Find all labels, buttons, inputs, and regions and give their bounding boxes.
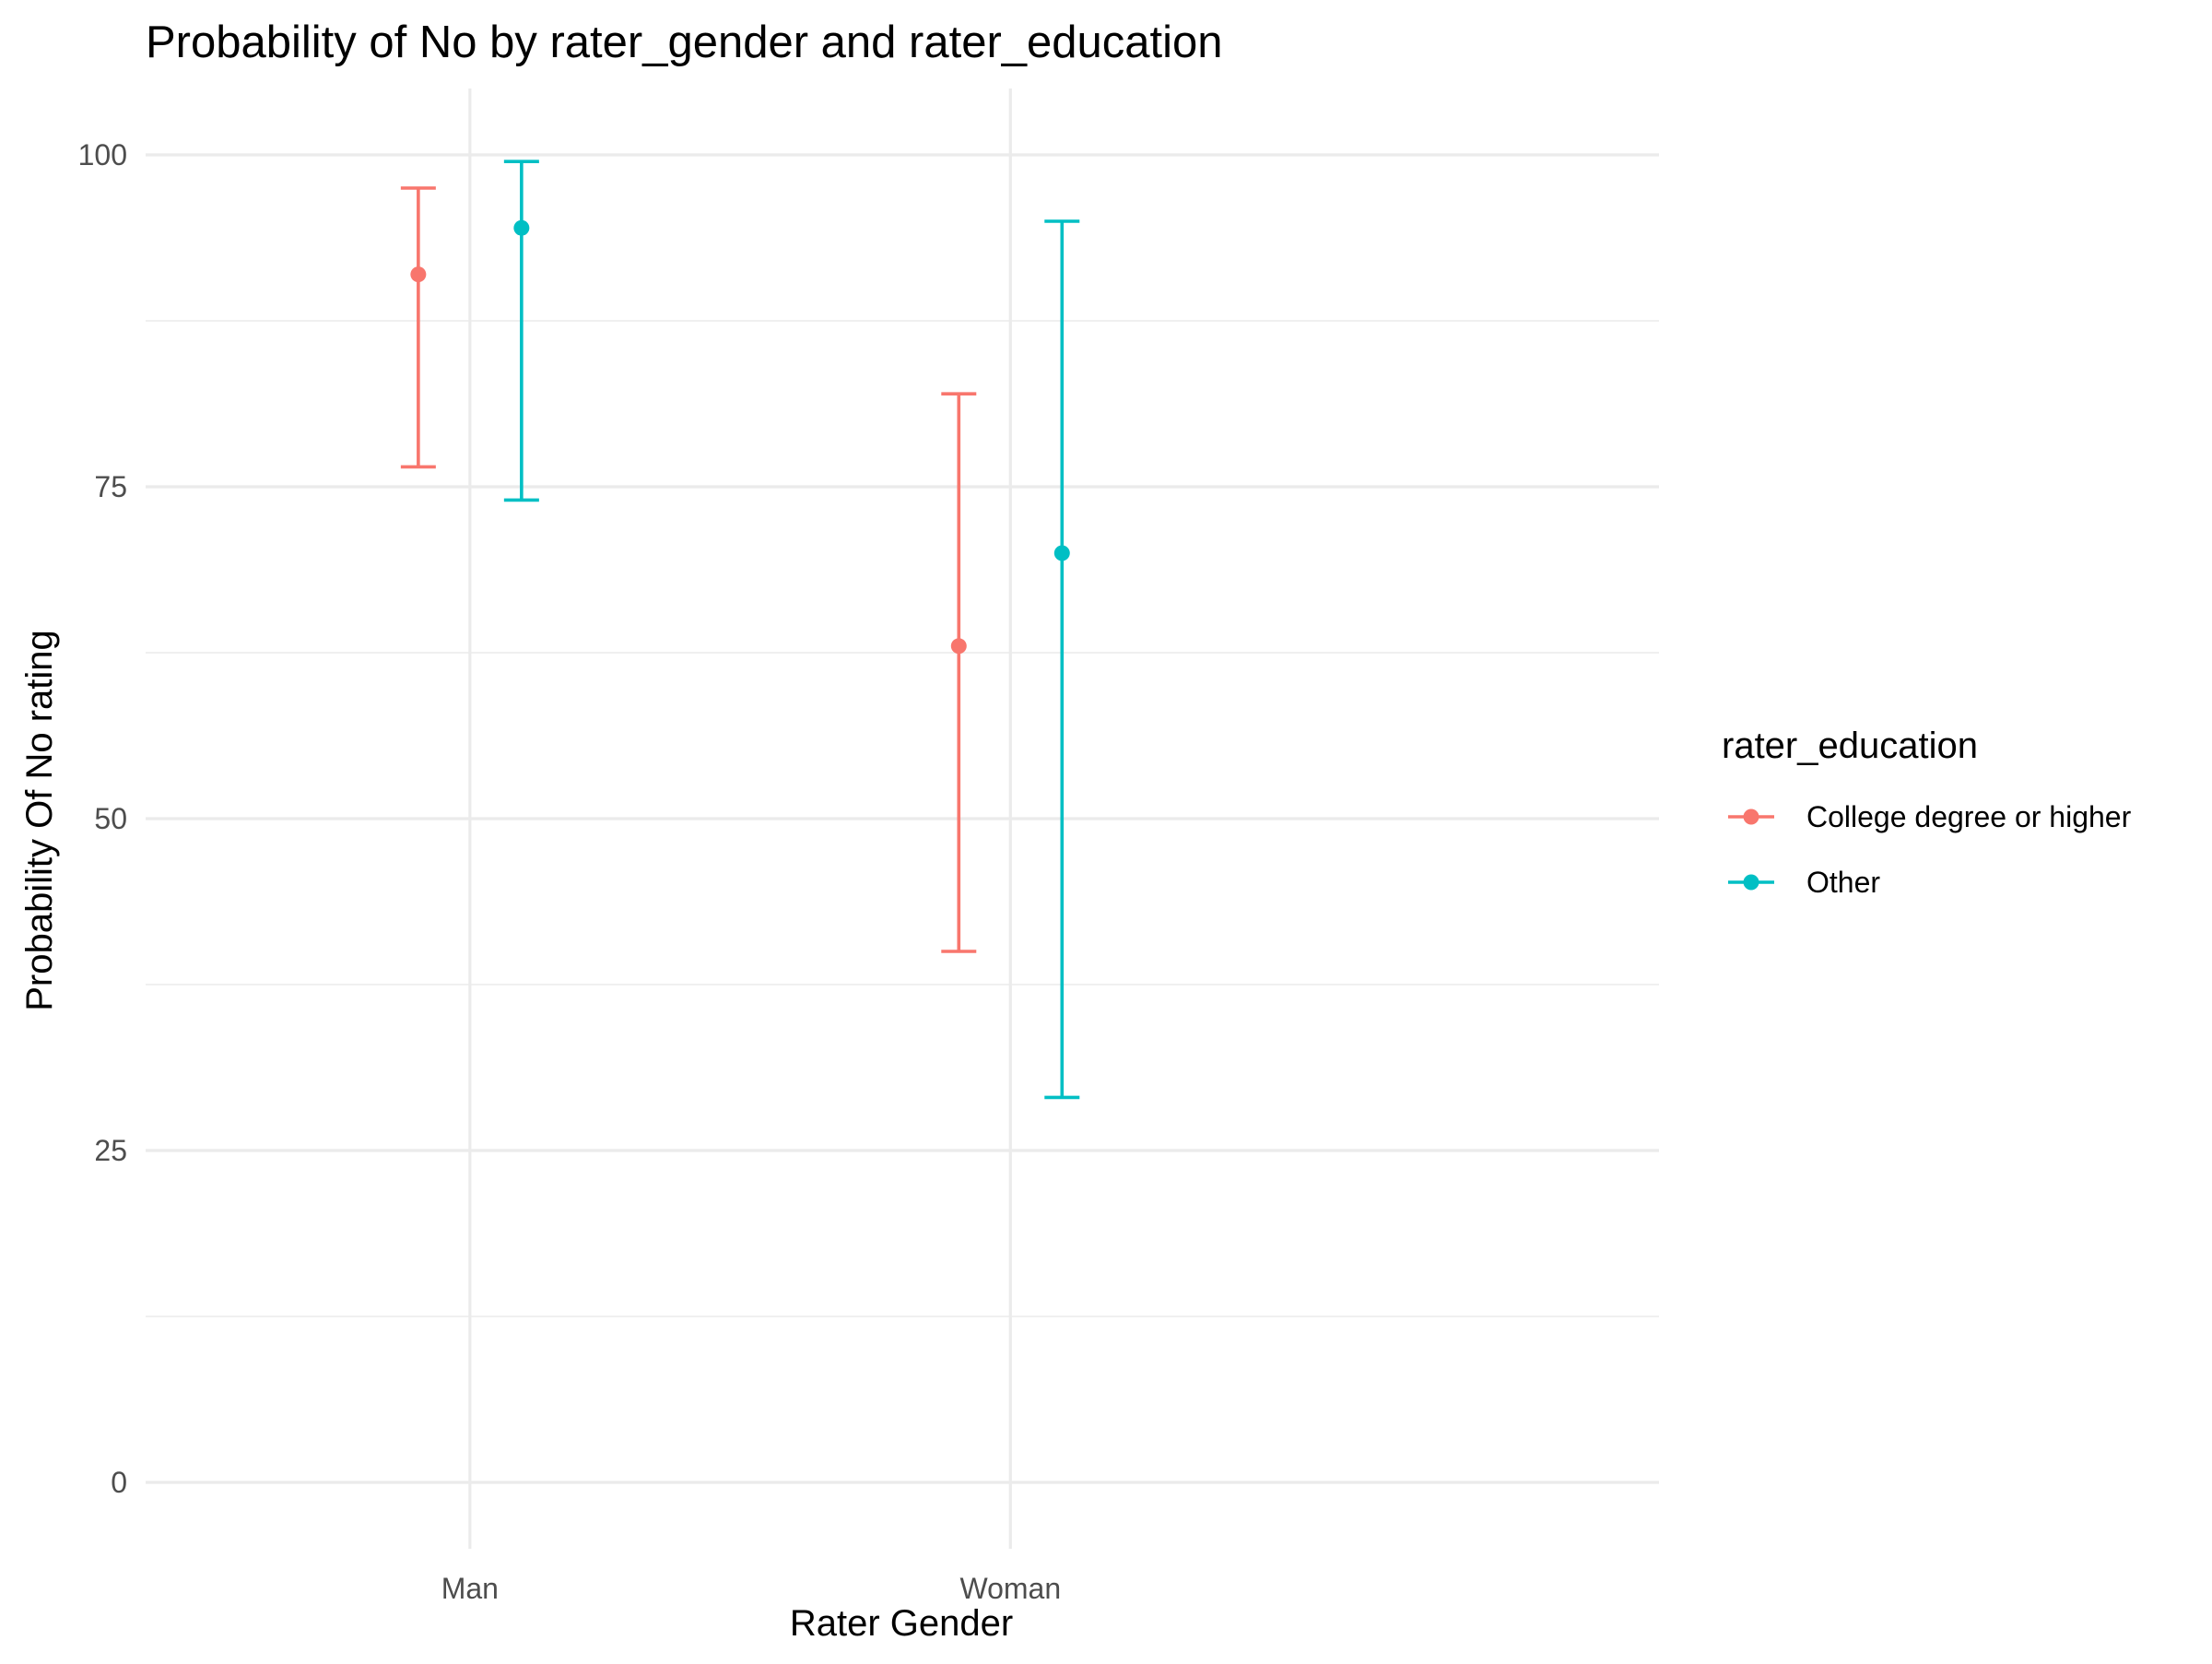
- legend-item: Other: [1728, 866, 1880, 899]
- errorbar-group: [1044, 219, 1080, 1100]
- data-point: [950, 638, 967, 655]
- legend-title: rater_education: [1722, 726, 1978, 766]
- grid-layer: [146, 89, 1659, 1549]
- legend-item: College degree or higher: [1728, 800, 2132, 833]
- errorbar-group: [941, 392, 977, 953]
- errorbar-group: [503, 159, 539, 502]
- legend-label: Other: [1806, 866, 1880, 899]
- x-tick-label: Man: [441, 1572, 499, 1605]
- y-tick-label: 50: [94, 802, 127, 835]
- errorbar-group: [400, 186, 436, 469]
- data-point: [513, 219, 530, 236]
- y-tick-label: 0: [111, 1466, 127, 1499]
- y-axis-title: Probability Of No rating: [19, 630, 60, 1011]
- y-tick-label: 25: [94, 1134, 127, 1167]
- y-tick-label: 75: [94, 470, 127, 503]
- chart-title: Probability of No by rater_gender and ra…: [146, 18, 1223, 67]
- legend-items: College degree or higher Other: [1728, 800, 2132, 899]
- legend: rater_education College degree or higher…: [1722, 726, 2132, 899]
- legend-key-point: [1743, 808, 1759, 825]
- data-point: [1053, 545, 1070, 561]
- y-tick-label: 100: [78, 138, 127, 171]
- legend-label: College degree or higher: [1806, 800, 2132, 833]
- series-layer: [400, 159, 1080, 1100]
- data-point: [410, 266, 427, 283]
- x-axis-title: Rater Gender: [790, 1603, 1013, 1644]
- legend-key-point: [1743, 874, 1759, 891]
- axis-layer: 0 25 50 75 100 Man Woman: [78, 138, 1062, 1605]
- x-tick-label: Woman: [959, 1572, 1061, 1605]
